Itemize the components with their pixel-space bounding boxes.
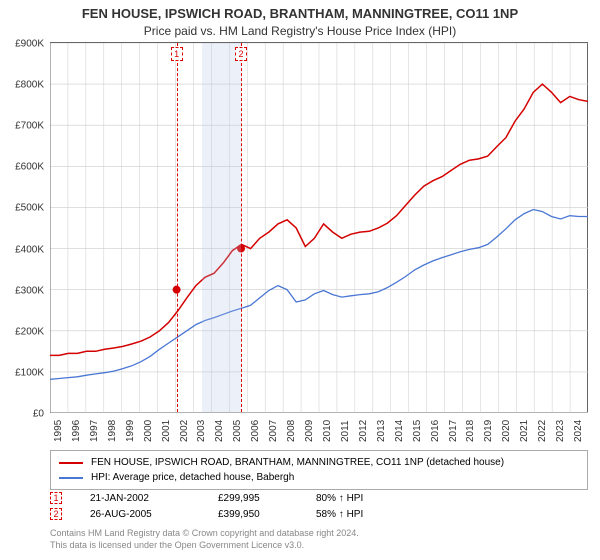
legend-row: HPI: Average price, detached house, Babe… bbox=[59, 470, 579, 485]
legend-swatch bbox=[59, 462, 83, 464]
x-tick-label: 1998 bbox=[107, 420, 118, 442]
x-tick-label: 2000 bbox=[143, 420, 154, 442]
footer-line-2: This data is licensed under the Open Gov… bbox=[50, 540, 588, 552]
transaction-marker-icon: 2 bbox=[50, 508, 62, 520]
transaction-date: 21-JAN-2002 bbox=[90, 493, 190, 504]
transaction-date: 26-AUG-2005 bbox=[90, 509, 190, 520]
x-tick-label: 2019 bbox=[483, 420, 494, 442]
x-tick-label: 2018 bbox=[465, 420, 476, 442]
marker-label: 1 bbox=[171, 47, 183, 61]
x-tick-label: 1996 bbox=[71, 420, 82, 442]
y-tick-label: £100K bbox=[15, 367, 44, 378]
legend-row: FEN HOUSE, IPSWICH ROAD, BRANTHAM, MANNI… bbox=[59, 455, 579, 470]
x-tick-label: 2012 bbox=[358, 420, 369, 442]
transaction-price: £399,950 bbox=[218, 509, 288, 520]
transaction-price: £299,995 bbox=[218, 493, 288, 504]
x-tick-label: 2011 bbox=[340, 420, 351, 442]
plot-area: 12 bbox=[50, 42, 588, 412]
legend-label: FEN HOUSE, IPSWICH ROAD, BRANTHAM, MANNI… bbox=[91, 455, 504, 470]
title-block: FEN HOUSE, IPSWICH ROAD, BRANTHAM, MANNI… bbox=[0, 0, 600, 42]
y-tick-label: £200K bbox=[15, 326, 44, 337]
x-tick-label: 2004 bbox=[214, 420, 225, 442]
transactions-table: 1 21-JAN-2002 £299,995 80% ↑ HPI 2 26-AUG-200… bbox=[50, 490, 588, 522]
x-tick-label: 1999 bbox=[125, 420, 136, 442]
chart-container: FEN HOUSE, IPSWICH ROAD, BRANTHAM, MANNI… bbox=[0, 0, 600, 560]
transaction-marker-icon: 1 bbox=[50, 492, 62, 504]
x-axis: 1995 1996 1997 1998 1999 2000 2001 2002 2003 2004… bbox=[50, 414, 588, 446]
footer: Contains HM Land Registry data © Crown c… bbox=[50, 528, 588, 551]
x-tick-label: 2015 bbox=[412, 420, 423, 442]
marker-vertical-line bbox=[241, 43, 242, 412]
x-tick-label: 2008 bbox=[286, 420, 297, 442]
y-axis: £0£100K£200K£300K£400K£500K£600K£700K£80… bbox=[0, 44, 50, 414]
x-tick-label: 2002 bbox=[179, 420, 190, 442]
x-tick-label: 2003 bbox=[196, 420, 207, 442]
y-tick-label: £700K bbox=[15, 121, 44, 132]
x-tick-label: 2021 bbox=[519, 420, 530, 442]
x-tick-label: 2001 bbox=[161, 420, 172, 442]
y-tick-label: £0 bbox=[33, 409, 44, 420]
x-tick-label: 2007 bbox=[268, 420, 279, 442]
x-tick-label: 2009 bbox=[304, 420, 315, 442]
x-tick-label: 2024 bbox=[573, 420, 584, 442]
shaded-band bbox=[202, 43, 241, 412]
footer-line-1: Contains HM Land Registry data © Crown c… bbox=[50, 528, 588, 540]
x-tick-label: 2010 bbox=[322, 420, 333, 442]
chart-title: FEN HOUSE, IPSWICH ROAD, BRANTHAM, MANNI… bbox=[0, 6, 600, 23]
chart-svg bbox=[50, 43, 588, 413]
x-tick-label: 2006 bbox=[250, 420, 261, 442]
y-tick-label: £600K bbox=[15, 162, 44, 173]
x-tick-label: 2023 bbox=[555, 420, 566, 442]
y-tick-label: £300K bbox=[15, 285, 44, 296]
y-tick-label: £500K bbox=[15, 203, 44, 214]
transaction-pct: 80% ↑ HPI bbox=[316, 493, 363, 504]
x-tick-label: 2022 bbox=[537, 420, 548, 442]
transaction-row: 1 21-JAN-2002 £299,995 80% ↑ HPI bbox=[50, 490, 588, 506]
y-tick-label: £800K bbox=[15, 80, 44, 91]
x-tick-label: 2020 bbox=[501, 420, 512, 442]
x-tick-label: 2016 bbox=[430, 420, 441, 442]
x-tick-label: 2013 bbox=[376, 420, 387, 442]
legend-label: HPI: Average price, detached house, Babe… bbox=[91, 470, 294, 485]
y-tick-label: £400K bbox=[15, 244, 44, 255]
transaction-pct: 58% ↑ HPI bbox=[316, 509, 363, 520]
y-tick-label: £900K bbox=[15, 39, 44, 50]
legend-swatch bbox=[59, 477, 83, 479]
x-tick-label: 1997 bbox=[89, 420, 100, 442]
marker-vertical-line bbox=[177, 43, 178, 412]
x-tick-label: 2005 bbox=[232, 420, 243, 442]
x-tick-label: 2017 bbox=[448, 420, 459, 442]
x-tick-label: 2014 bbox=[394, 420, 405, 442]
transaction-row: 2 26-AUG-2005 £399,950 58% ↑ HPI bbox=[50, 506, 588, 522]
chart-subtitle: Price paid vs. HM Land Registry's House … bbox=[0, 23, 600, 40]
x-tick-label: 1995 bbox=[53, 420, 64, 442]
marker-label: 2 bbox=[235, 47, 247, 61]
legend: FEN HOUSE, IPSWICH ROAD, BRANTHAM, MANNI… bbox=[50, 450, 588, 490]
